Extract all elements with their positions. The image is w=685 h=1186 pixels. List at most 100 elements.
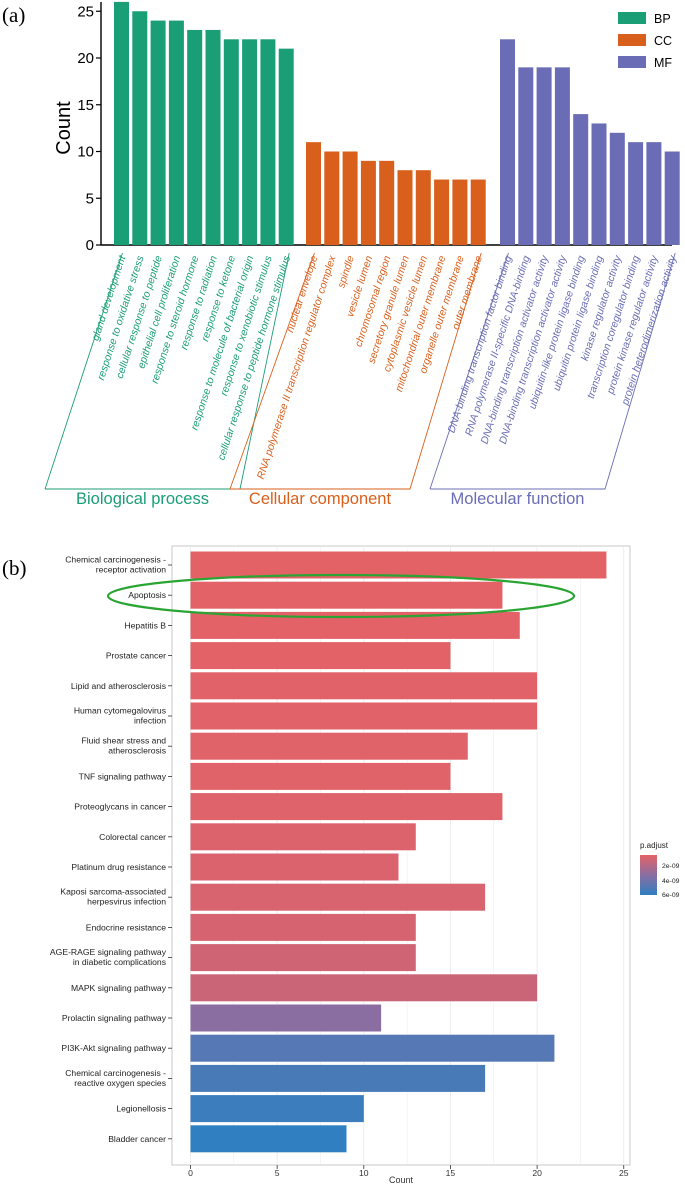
bar	[190, 551, 607, 579]
bar-cc	[397, 170, 413, 245]
x-axis-ticks: 0 5 10 15 20 25	[188, 1165, 629, 1178]
category-label: Apoptosis	[128, 590, 166, 600]
category-label: Lipid and atherosclerosis	[71, 681, 166, 691]
bar-mf	[536, 67, 552, 245]
apoptosis-highlight-ring	[106, 573, 576, 619]
category-label-line: Human cytomegalovirus	[74, 706, 166, 716]
y-axis-label: Count	[53, 101, 75, 155]
legend-swatch-cc	[618, 34, 646, 46]
y-tick-label: 20	[77, 50, 94, 67]
bar	[190, 702, 538, 730]
bar	[190, 581, 503, 609]
bar-mf	[573, 114, 589, 245]
bar-bp	[132, 11, 148, 245]
bar	[190, 883, 486, 911]
bar-mf	[664, 151, 680, 245]
bar-bp	[205, 29, 221, 246]
bar	[190, 672, 538, 700]
category-label: TNF signaling pathway	[79, 771, 167, 781]
bar	[190, 944, 416, 972]
category-label-cc: RNA polymerase II transcription regulato…	[255, 254, 339, 481]
category-label: Legionellosis	[116, 1104, 166, 1114]
bar	[190, 642, 451, 670]
category-label: Bladder cancer	[108, 1134, 166, 1144]
bar-cc	[379, 160, 395, 245]
category-label: Human cytomegalovirus infection	[74, 706, 166, 726]
bar	[190, 1034, 555, 1062]
x-tick-label: 5	[275, 1168, 280, 1178]
bar-bp	[150, 20, 166, 245]
bar-bp	[242, 39, 258, 245]
bar-cc	[415, 170, 431, 245]
category-label-line: Chemical carcinogenesis -	[65, 1068, 166, 1078]
bar-mf	[591, 123, 607, 245]
bar	[190, 1004, 382, 1032]
bar-mf	[646, 142, 662, 245]
p-adjust-legend-title: p.adjust	[640, 841, 669, 850]
y-axis-ticks: 0 5 10 15 20 25	[77, 3, 101, 254]
bar-bp	[168, 20, 184, 245]
bar-bp	[187, 29, 203, 246]
x-tick-label: 25	[619, 1168, 629, 1178]
category-label: Colorectal cancer	[99, 832, 166, 842]
category-label: Proteoglycans in cancer	[74, 802, 166, 812]
panel-a: (a) Count 0 5 10 15 20 25 gland developmentre…	[2, 1, 680, 508]
bar	[190, 1125, 347, 1153]
group-label-mf: Molecular function	[451, 490, 585, 508]
category-label-line: reactive oxygen species	[74, 1078, 166, 1088]
category-label-line: infection	[134, 716, 166, 726]
category-label-line: AGE-RAGE signaling pathway	[50, 947, 167, 957]
bar	[190, 1095, 364, 1123]
panel-b: (b) Chemical carcinogenesis -receptor ac…	[2, 545, 680, 1185]
p-adjust-tick-label: 6e-09	[662, 892, 680, 899]
legend: BP CC MF	[618, 12, 672, 70]
bar-mf	[554, 67, 570, 245]
category-label: Chemical carcinogenesis -receptor activa…	[65, 555, 166, 575]
legend-label-bp: BP	[654, 12, 671, 26]
y-tick-label: 0	[86, 237, 94, 254]
legend-swatch-mf	[618, 56, 646, 68]
y-tick-label: 25	[77, 3, 94, 20]
group-brackets: Biological process Cellular component Mole…	[44, 252, 676, 508]
category-label-line: Kaposi sarcoma-associated	[60, 887, 166, 897]
bar-cc	[434, 179, 450, 245]
p-adjust-legend: p.adjust 2e-09 4e-09 6e-09	[640, 841, 680, 899]
legend-swatch-bp	[618, 12, 646, 24]
category-label: Kaposi sarcoma-associated herpesvirus inf…	[60, 887, 166, 907]
legend-label-cc: CC	[654, 34, 672, 48]
category-label-line: in diabetic complications	[73, 957, 166, 967]
category-label: Hepatitis B	[124, 620, 166, 630]
category-label-line: atherosclerosis	[108, 746, 166, 756]
bar	[190, 793, 503, 821]
category-label: MAPK signaling pathway	[71, 983, 167, 993]
category-label-line: receptor activation	[96, 565, 166, 575]
bar-mf	[628, 142, 644, 245]
category-label: Chemical carcinogenesis -reactive oxygen…	[65, 1068, 166, 1088]
bar	[190, 974, 538, 1002]
bar-cc	[360, 160, 376, 245]
bar-cc	[324, 151, 340, 245]
bar	[190, 762, 451, 790]
bar	[190, 913, 416, 941]
category-label: Fluid shear stress and atherosclerosis	[81, 736, 166, 756]
bar-bp	[278, 48, 294, 246]
bar-mf	[500, 39, 515, 245]
bracket-cc	[229, 252, 482, 490]
legend-label-mf: MF	[654, 56, 672, 70]
bar	[190, 853, 399, 881]
bar-cc	[470, 179, 486, 245]
x-tick-label: 0	[188, 1168, 193, 1178]
category-label: AGE-RAGE signaling pathway in diabetic co…	[50, 947, 167, 967]
p-adjust-colorbar	[640, 855, 657, 895]
p-adjust-ticks: 2e-09 4e-09 6e-09	[657, 863, 680, 899]
category-label: Prostate cancer	[106, 651, 166, 661]
x-tick-label: 10	[359, 1168, 369, 1178]
category-label-line: Fluid shear stress and	[81, 736, 166, 746]
y-tick-label: 15	[77, 97, 94, 114]
bar	[190, 823, 416, 851]
bar-cc	[306, 142, 321, 245]
category-label-line: Chemical carcinogenesis -	[65, 555, 166, 565]
p-adjust-tick-label: 2e-09	[662, 863, 680, 870]
